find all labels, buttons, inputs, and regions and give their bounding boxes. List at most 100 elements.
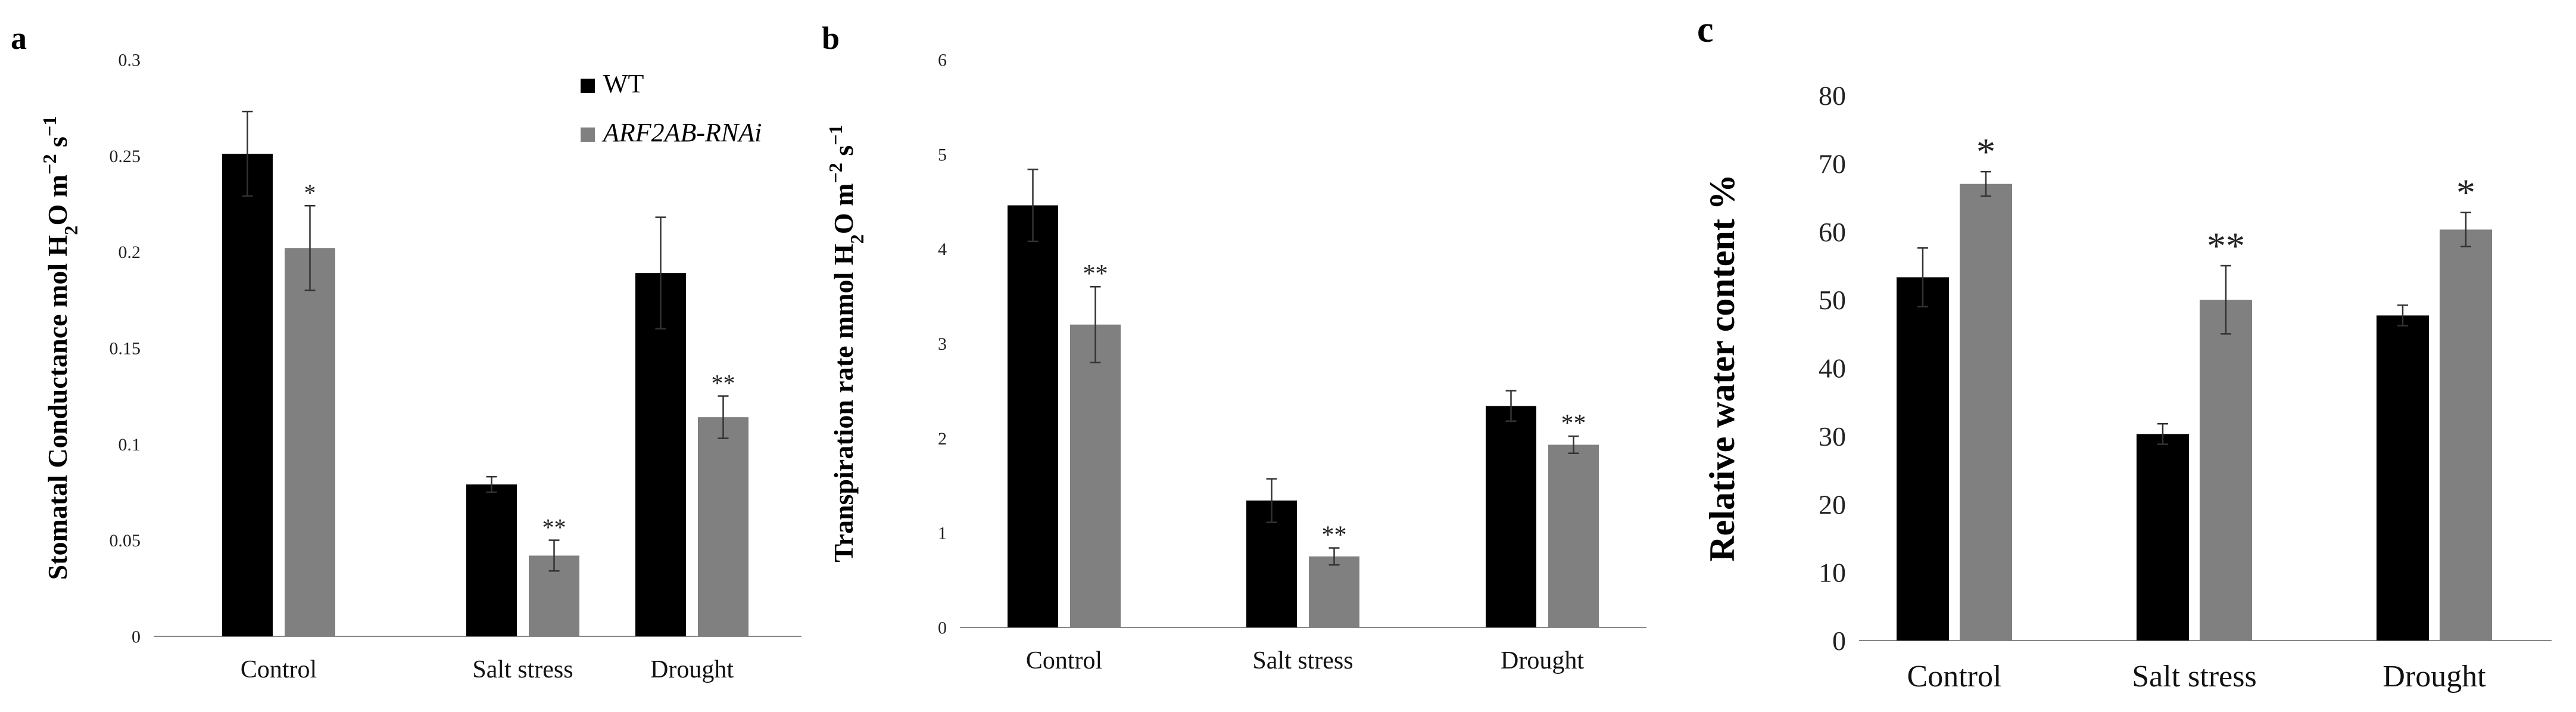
bar-wt [2377, 315, 2429, 641]
y-axis-label-part: 2 [60, 225, 82, 235]
bar-rnai [1548, 444, 1599, 627]
y-tick-label: 3 [938, 334, 947, 354]
error-bar [655, 216, 666, 329]
bar-wt [1897, 277, 1949, 641]
legend: WT ARF2AB-RNAi [581, 69, 762, 147]
y-tick-label: 5 [938, 145, 947, 164]
y-axis-label-part: Transpiration rate mmol H [828, 244, 859, 562]
significance-mark: ** [2207, 225, 2245, 267]
bar-rnai [2200, 300, 2252, 641]
error-bar [1027, 168, 1038, 242]
y-tick-label: 0.3 [118, 51, 141, 70]
y-tick-label: 50 [1819, 285, 1846, 315]
error-bar [486, 475, 497, 493]
y-tick-label: 10 [1819, 558, 1846, 588]
legend-label: WT [603, 69, 644, 98]
y-axis-label-part: O m [42, 175, 73, 226]
error-bar [718, 395, 729, 439]
bar-rnai [285, 248, 335, 636]
y-axis-label-part: −1 [39, 116, 60, 136]
y-axis-label: Transpiration rate mmol H2O m−2 s−1 [825, 125, 868, 562]
chart-panel-c: c 0 10 20 30 40 50 60 70 80 Relative water content… [1697, 10, 2552, 694]
error-bar [1328, 547, 1340, 566]
bar-wt [222, 154, 273, 636]
significance-mark: ** [712, 370, 735, 397]
bar-rnai [1960, 184, 2012, 641]
x-category-label: Control [1026, 647, 1102, 674]
chart-panel-b: b 0 1 2 3 4 5 6 Transpiration rate mmol H2O m−2 … [822, 20, 1646, 674]
error-bar [1568, 435, 1579, 454]
y-tick-label: 0.15 [110, 339, 141, 359]
significance-mark: * [2456, 172, 2475, 214]
error-bar [2460, 212, 2471, 248]
y-tick-label: 0.2 [118, 242, 141, 262]
x-category-label: Control [241, 656, 317, 683]
bar-wt [466, 484, 517, 636]
y-tick-label: 20 [1819, 489, 1846, 520]
y-tick-label: 70 [1819, 148, 1846, 179]
x-category-label: Drought [2382, 660, 2486, 694]
y-axis-label-part: 2 [846, 234, 868, 244]
x-category-label: Salt stress [1252, 647, 1353, 674]
y-tick-label: 30 [1819, 421, 1846, 452]
bar-rnai [2440, 229, 2492, 641]
bar-rnai [1070, 324, 1121, 627]
error-bar [1917, 247, 1928, 307]
bar-wt [2137, 434, 2189, 641]
y-tick-label: 6 [938, 51, 947, 70]
error-bar [304, 204, 316, 291]
y-tick-label: 0.25 [110, 147, 141, 166]
y-tick-label: 80 [1819, 80, 1846, 111]
panel-label: c [1697, 10, 1714, 50]
significance-mark: ** [1322, 522, 1347, 549]
x-category-label: Control [1907, 660, 2002, 694]
y-axis-label-part: −1 [825, 125, 846, 145]
significance-mark: ** [542, 514, 566, 541]
significance-mark: * [1976, 130, 1995, 173]
bar-wt [635, 273, 686, 636]
bar-wt [1008, 205, 1058, 627]
y-tick-label: 40 [1819, 353, 1846, 384]
legend-swatch-rnai [581, 128, 595, 142]
panel-label: a [11, 20, 27, 56]
y-tick-label: 0 [132, 627, 141, 647]
significance-mark: ** [1083, 260, 1108, 288]
legend-swatch-wt [581, 79, 595, 93]
error-bar [2397, 304, 2408, 327]
y-axis-label-part: −2 [825, 163, 846, 183]
significance-mark: ** [1561, 410, 1586, 437]
error-bar [1266, 478, 1277, 523]
y-tick-label: 0 [1832, 626, 1846, 656]
y-axis-label-part: −2 [39, 154, 60, 174]
error-bar [2157, 423, 2168, 445]
y-axis-label-part: s [42, 136, 73, 154]
error-bar [1090, 285, 1101, 363]
y-tick-label: 0.05 [110, 531, 141, 551]
y-axis-label-part: O m [828, 184, 859, 235]
x-category-label: Drought [1501, 647, 1584, 674]
bar-rnai [1309, 556, 1359, 627]
significance-mark: * [304, 179, 316, 206]
x-category-label: Salt stress [2132, 660, 2256, 694]
y-tick-label: 1 [938, 524, 947, 543]
y-tick-label: 2 [938, 429, 947, 449]
panel-label: b [822, 20, 840, 56]
error-bar [2221, 265, 2231, 335]
y-tick-label: 4 [938, 240, 947, 259]
y-tick-label: 60 [1819, 217, 1846, 247]
y-axis-label: Stomatal Conductance mol H2O m−2 s−1 [39, 116, 82, 580]
y-axis-label-part: s [828, 145, 859, 163]
x-category-label: Salt stress [472, 656, 573, 683]
legend-label: ARF2AB-RNAi [601, 118, 762, 147]
chart-panel-a: a 0 0.05 0.1 0.15 0.2 0.25 0.3 Stomatal Conducta… [11, 20, 802, 683]
y-axis-label-part: Relative water content % [1702, 174, 1742, 561]
bar-wt [1486, 406, 1536, 627]
error-bar [1981, 170, 1991, 197]
error-bar [548, 539, 560, 572]
y-axis-label-part: Stomatal Conductance mol H [42, 235, 73, 580]
error-bar [242, 110, 253, 197]
y-tick-label: 0.1 [118, 435, 141, 455]
bar-rnai [698, 417, 749, 636]
y-axis-label: Relative water content % [1702, 174, 1742, 561]
